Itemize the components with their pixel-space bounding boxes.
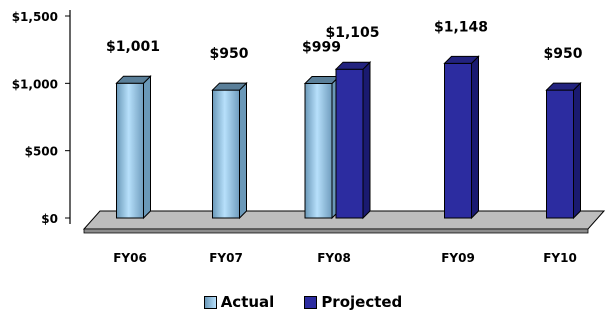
x-tick-label: FY06 <box>113 251 147 265</box>
bar-top <box>211 82 248 91</box>
bar-front <box>212 89 240 219</box>
bar-side <box>573 81 581 220</box>
bar-top <box>115 75 152 84</box>
bar-front <box>335 68 364 219</box>
bar-side <box>143 74 151 220</box>
data-label: $1,105 <box>325 25 379 41</box>
data-label: $1,001 <box>106 39 160 55</box>
x-axis-labels: FY06 FY07 FY08 FY09 FY10 <box>113 251 577 265</box>
bar-actual <box>115 74 152 220</box>
y-tick-label: $1,500 <box>12 10 58 24</box>
bar-side <box>239 81 247 220</box>
legend: Actual Projected <box>0 293 606 311</box>
y-tick-label: $0 <box>41 212 58 226</box>
bar-top <box>443 55 480 64</box>
data-labels: $1,001 $950 $999$1,105 $1,148 $950 <box>106 19 583 62</box>
legend-item-actual: Actual <box>203 293 275 311</box>
x-tick-label: FY09 <box>441 251 475 265</box>
bar-projected <box>545 81 582 220</box>
x-tick-label: FY07 <box>209 251 243 265</box>
bar-front <box>546 89 574 219</box>
bar-side <box>362 60 371 220</box>
bar-projected <box>443 55 480 220</box>
bar-front <box>444 62 472 219</box>
bar-front <box>116 82 144 219</box>
bar-actual <box>211 81 248 220</box>
data-label: $950 <box>544 46 583 62</box>
legend-label-projected: Projected <box>321 293 403 311</box>
y-tick-label: $500 <box>25 145 58 159</box>
legend-item-projected: Projected <box>304 293 402 311</box>
bar-side <box>471 55 479 220</box>
bar-projected <box>334 60 372 220</box>
legend-swatch-projected <box>304 295 318 309</box>
x-tick-label: FY10 <box>543 251 577 265</box>
bar-front <box>304 82 333 219</box>
data-label: $1,148 <box>434 19 488 35</box>
x-tick-label: FY08 <box>317 251 351 265</box>
y-axis: $0 $500 $1,000 $1,500 <box>12 10 71 226</box>
floor-edge <box>83 228 589 234</box>
data-label: $999 <box>302 39 341 55</box>
bars <box>115 55 582 220</box>
y-tick-label: $1,000 <box>12 77 58 91</box>
bar-top <box>545 82 582 91</box>
legend-label-actual: Actual <box>220 293 275 311</box>
bar-actual <box>303 75 341 220</box>
data-label: $950 <box>210 46 249 62</box>
bar-top <box>334 61 372 70</box>
legend-swatch-actual <box>203 295 217 309</box>
